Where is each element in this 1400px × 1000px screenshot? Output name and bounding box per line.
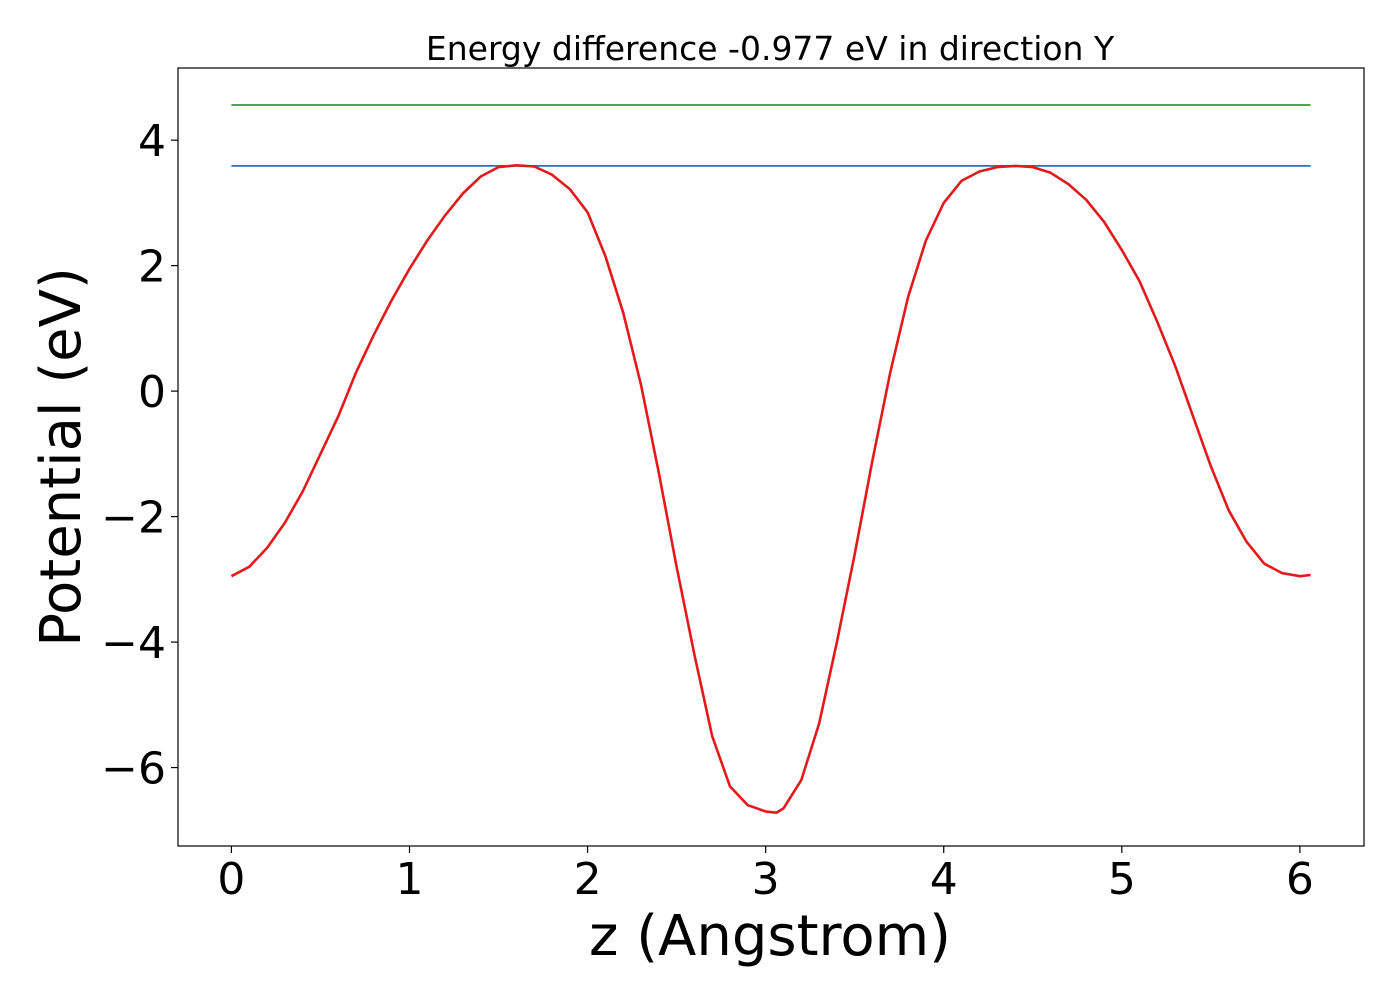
y-tick-label: −4 xyxy=(101,618,166,669)
x-tick-label: 3 xyxy=(752,854,780,905)
x-tick-label: 4 xyxy=(930,854,958,905)
plot-frame xyxy=(177,67,1365,847)
x-tick-label: 1 xyxy=(396,854,424,905)
x-tick-label: 6 xyxy=(1286,854,1314,905)
x-axis-label: z (Angstrom) xyxy=(589,904,951,969)
series-line-2 xyxy=(230,164,1311,815)
y-tick-label: 4 xyxy=(138,116,166,167)
y-axis-label: Potential (eV) xyxy=(29,267,94,647)
y-tick-label: 2 xyxy=(138,242,166,293)
y-tick-label: 0 xyxy=(138,367,166,418)
y-tick-label: −2 xyxy=(101,493,166,544)
plot-area xyxy=(230,104,1311,815)
x-tick-label: 0 xyxy=(217,854,245,905)
y-axis-ticks: −6 −4 −2 0 2 4 xyxy=(101,116,178,795)
y-tick-label: −6 xyxy=(101,744,166,795)
x-tick-label: 5 xyxy=(1108,854,1136,905)
chart-title: Energy difference -0.977 eV in direction… xyxy=(426,29,1115,68)
x-axis-ticks: 0 1 2 3 4 5 6 xyxy=(217,846,1314,905)
x-tick-label: 2 xyxy=(574,854,602,905)
